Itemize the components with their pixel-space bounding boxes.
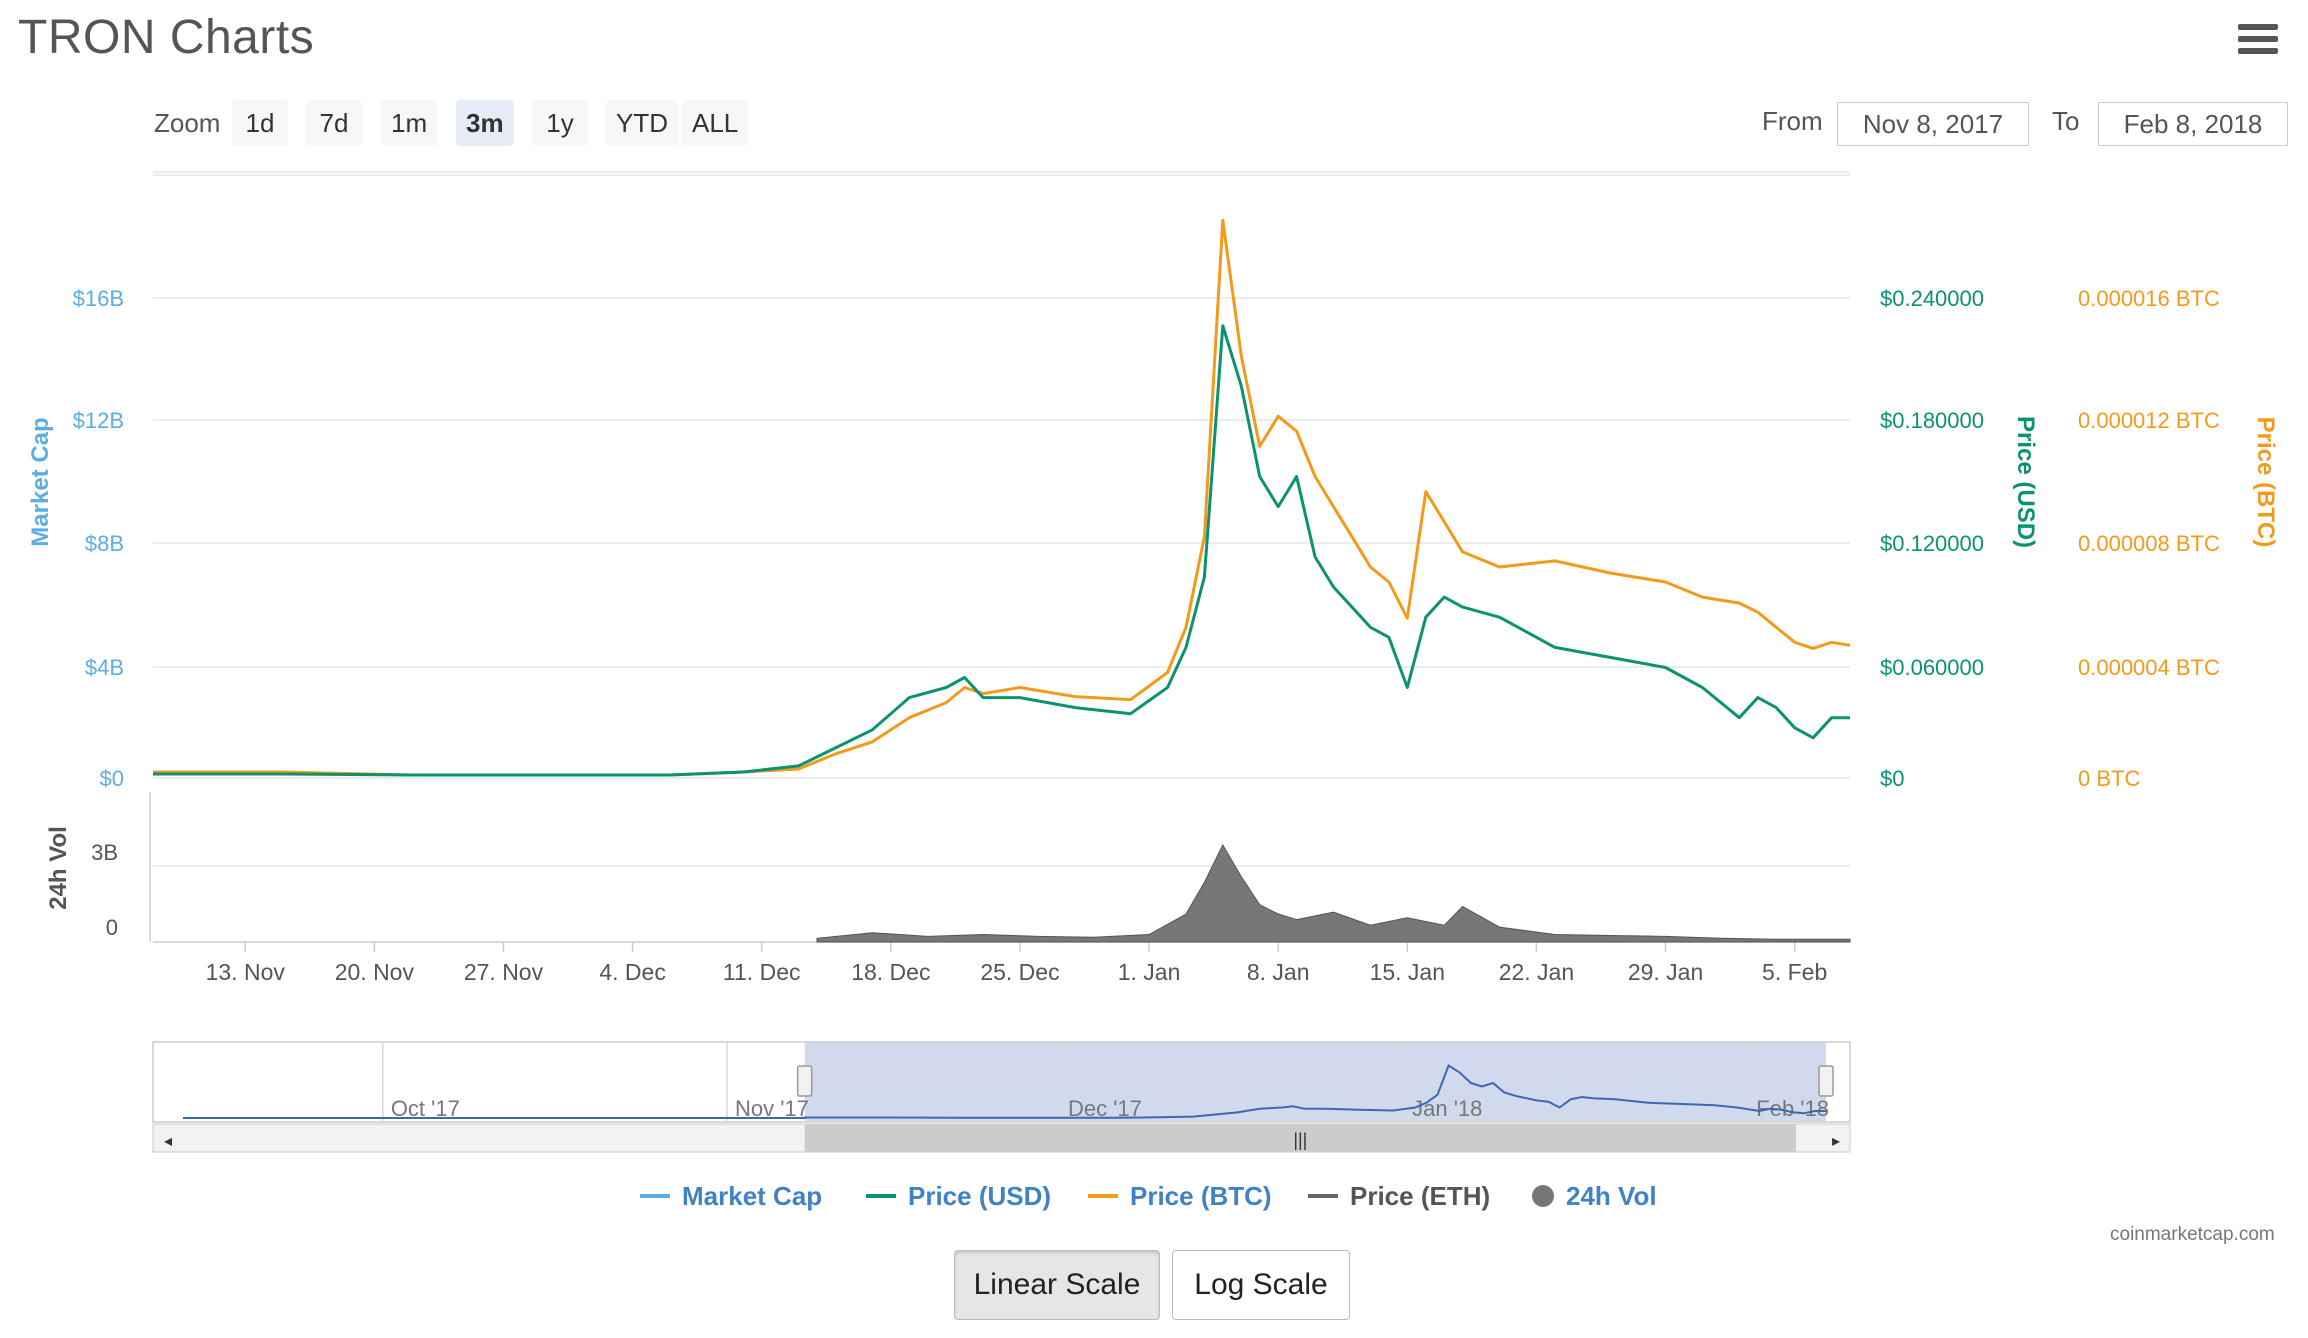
scroll-left-arrow-icon[interactable]: ◂: [164, 1133, 172, 1150]
legend-label-market-cap: Market Cap: [682, 1180, 823, 1211]
zoom-3m-button[interactable]: 3m: [456, 100, 514, 146]
hamburger-menu-icon[interactable]: [2238, 24, 2278, 58]
log-scale-button[interactable]: Log Scale: [1172, 1250, 1350, 1320]
price-btc-tick-label: 0.000016 BTC: [2078, 286, 2220, 311]
market-cap-tick-label: $4B: [85, 655, 124, 680]
series-line-price-usd: [153, 324, 1850, 777]
from-label: From: [1762, 106, 1823, 136]
price-btc-legend-swatch: [1088, 1194, 1118, 1198]
scroll-right-arrow-icon[interactable]: ▸: [1832, 1133, 1840, 1150]
linear-scale-button[interactable]: Linear Scale: [954, 1250, 1160, 1320]
x-tick-label: 11. Dec: [723, 959, 801, 985]
from-date-input[interactable]: Nov 8, 2017: [1837, 102, 2029, 146]
price-btc-tick-label: 0.000004 BTC: [2078, 655, 2220, 680]
volume-legend-dot: [1532, 1185, 1554, 1207]
volume-tick-label: 3B: [91, 840, 118, 865]
legend-label-price-eth: Price (ETH): [1350, 1180, 1491, 1211]
navigator-handle-left[interactable]: [796, 1065, 813, 1097]
zoom-7d-button[interactable]: 7d: [306, 100, 362, 146]
volume-area: [816, 843, 1851, 943]
price-usd-legend-swatch: [866, 1194, 896, 1198]
volume-tick-label: 0: [106, 915, 118, 940]
market-cap-legend-swatch: [640, 1194, 670, 1198]
navigator-handle-right[interactable]: [1818, 1065, 1834, 1097]
legend-label-price-usd: Price (USD): [908, 1180, 1052, 1211]
x-tick-label: 1. Jan: [1118, 959, 1181, 985]
to-label: To: [2052, 106, 2080, 136]
x-tick-label: 13. Nov: [206, 959, 286, 985]
legend-market-cap[interactable]: Market Cap: [640, 1178, 822, 1214]
navigator-scrollbar-thumb[interactable]: [804, 1124, 1796, 1152]
navigator-tick-label: Jan '18: [1412, 1096, 1482, 1121]
price-usd-tick-label: $0.240000: [1880, 286, 1984, 311]
price-usd-tick-label: $0.120000: [1880, 531, 1984, 556]
volume-axis-title: 24h Vol: [45, 826, 72, 910]
market-cap-tick-label: $0: [100, 766, 124, 791]
legend-price-eth[interactable]: Price (ETH): [1308, 1178, 1490, 1214]
x-tick-label: 25. Dec: [980, 959, 1059, 985]
market-cap-tick-label: $12B: [73, 408, 124, 433]
price-btc-tick-label: 0 BTC: [2078, 766, 2140, 791]
market-cap-axis-title: Market Cap: [27, 417, 54, 546]
legend-price-usd[interactable]: Price (USD): [866, 1178, 1051, 1214]
x-tick-label: 8. Jan: [1247, 959, 1310, 985]
x-tick-label: 4. Dec: [599, 959, 665, 985]
zoom-ytd-button[interactable]: YTD: [606, 100, 678, 146]
zoom-1d-button[interactable]: 1d: [232, 100, 288, 146]
zoom-1y-button[interactable]: 1y: [532, 100, 588, 146]
series-line-price-btc: [153, 218, 1851, 777]
navigator-tick-label: Nov '17: [735, 1096, 809, 1121]
zoom-all-button[interactable]: ALL: [682, 100, 749, 146]
legend-price-btc[interactable]: Price (BTC): [1088, 1178, 1272, 1214]
x-tick-label: 29. Jan: [1628, 959, 1703, 985]
price-usd-tick-label: $0.180000: [1880, 408, 1984, 433]
market-cap-tick-label: $16B: [73, 286, 124, 311]
x-tick-label: 20. Nov: [335, 959, 415, 985]
price-usd-tick-label: $0: [1880, 766, 1904, 791]
x-tick-label: 27. Nov: [464, 959, 544, 985]
price-btc-tick-label: 0.000012 BTC: [2078, 408, 2220, 433]
price-usd-axis-title: Price (USD): [2012, 416, 2039, 548]
credit-link[interactable]: coinmarketcap.com: [2110, 1224, 2275, 1245]
to-date-input[interactable]: Feb 8, 2018: [2098, 102, 2288, 146]
price-btc-axis-title: Price (BTC): [2252, 417, 2279, 548]
legend-label-24h-vol: 24h Vol: [1566, 1180, 1657, 1211]
x-tick-label: 18. Dec: [851, 959, 930, 985]
zoom-1m-button[interactable]: 1m: [381, 100, 438, 146]
scrollbar-grip-icon: |||: [1293, 1130, 1307, 1150]
navigator-tick-label: Oct '17: [391, 1096, 460, 1121]
legend-label-price-btc: Price (BTC): [1130, 1180, 1272, 1211]
page-title: TRON Charts: [18, 11, 315, 64]
x-tick-label: 5. Feb: [1762, 959, 1827, 985]
price-btc-tick-label: 0.000008 BTC: [2078, 531, 2220, 556]
zoom-label: Zoom: [154, 108, 221, 138]
market-cap-tick-label: $8B: [85, 531, 124, 556]
price-eth-legend-swatch: [1308, 1194, 1338, 1198]
price-usd-tick-label: $0.060000: [1880, 655, 1984, 680]
legend-24h-vol[interactable]: 24h Vol: [1532, 1178, 1657, 1214]
x-tick-label: 15. Jan: [1370, 959, 1445, 985]
x-tick-label: 22. Jan: [1499, 959, 1574, 985]
navigator-series-line: [183, 1064, 1826, 1119]
